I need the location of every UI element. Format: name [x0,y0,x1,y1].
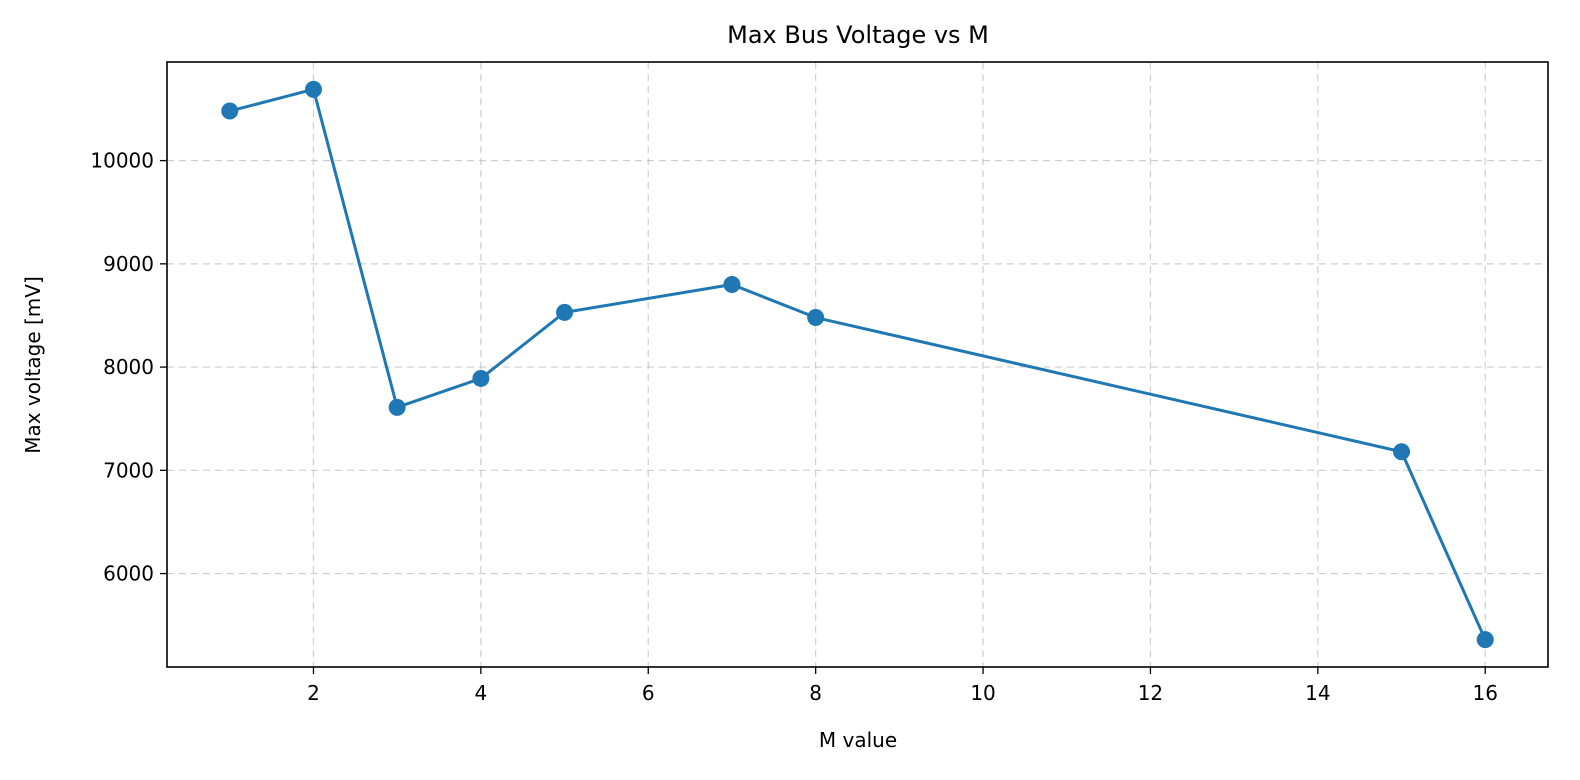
x-tick-label: 14 [1305,681,1330,705]
grid-lines [167,62,1548,667]
data-point [556,303,574,321]
data-point [1393,443,1411,461]
y-tick-label: 6000 [103,562,154,586]
x-tick-label: 8 [809,681,822,705]
plot-area-frame [166,61,1549,668]
x-tick-label: 4 [474,681,487,705]
y-tick-label: 10000 [90,149,154,173]
y-tick-label: 8000 [103,355,154,379]
data-point [221,102,239,120]
axis-ticks: 2 4 6 8 10 12 14 16 6000 7000 8000 9000 10000 [90,149,1498,705]
y-axis-label: Max voltage [mV] [21,276,45,454]
x-tick-label: 10 [970,681,995,705]
y-tick-label: 7000 [103,458,154,482]
x-tick-label: 12 [1138,681,1163,705]
chart-title: Max Bus Voltage vs M [727,21,989,49]
y-tick-label: 9000 [103,252,154,276]
data-point [723,275,741,293]
data-point [388,398,406,416]
x-tick-label: 2 [307,681,320,705]
data-series [221,80,1494,649]
x-axis-label: M value [819,728,897,752]
x-tick-label: 16 [1473,681,1498,705]
data-point [304,80,322,98]
data-point [472,369,490,387]
data-point [1476,631,1494,649]
x-tick-label: 6 [642,681,655,705]
data-point [807,309,825,327]
